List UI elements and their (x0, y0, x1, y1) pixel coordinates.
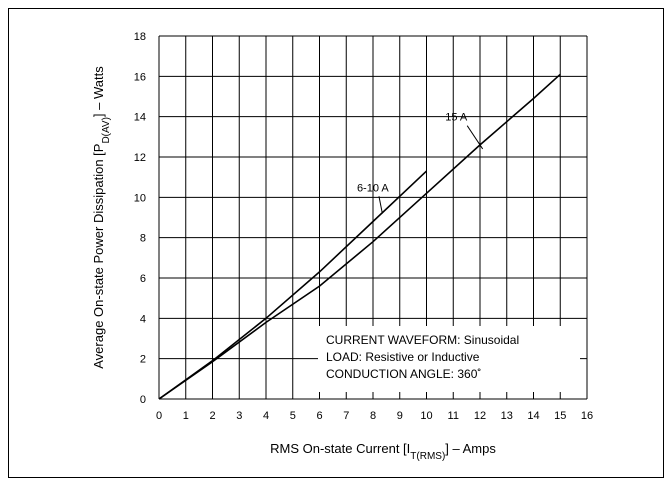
y-tick-labels: 0 2 4 6 8 10 12 14 16 18 (134, 31, 146, 406)
x-tick-label: 9 (397, 410, 403, 422)
series-line (158, 73, 561, 400)
y-tick-label: 18 (134, 31, 146, 43)
y-tick-label: 0 (140, 394, 146, 406)
figure-frame (8, 8, 664, 478)
y-tick-label: 4 (140, 313, 146, 325)
notes-box: CURRENT WAVEFORM: Sinusoidal LOAD: Resist… (318, 326, 580, 392)
series-annotation-label: 6-10 A (357, 182, 389, 194)
y-axis-label: Average On-state Power Dissipation [PD(A… (91, 66, 112, 369)
note-line: LOAD: Resistive or Inductive (326, 350, 480, 364)
x-tick-label: 13 (501, 410, 513, 422)
x-tick-label: 6 (316, 410, 322, 422)
series-annotation-label: 15 A (445, 112, 468, 124)
x-tick-labels: 0 1 2 3 4 5 6 7 8 9 10 11 12 13 14 15 16 (156, 410, 593, 422)
note-line: CURRENT WAVEFORM: Sinusoidal (326, 333, 519, 347)
x-tick-label: 10 (420, 410, 432, 422)
annotations: 6-10 A 15 A (357, 112, 484, 214)
y-tick-label: 6 (140, 273, 146, 285)
x-tick-label: 5 (290, 410, 296, 422)
x-tick-label: 15 (554, 410, 566, 422)
x-tick-label: 0 (156, 410, 162, 422)
x-tick-label: 12 (474, 410, 486, 422)
x-tick-label: 3 (236, 410, 242, 422)
y-tick-label: 10 (134, 192, 146, 204)
x-axis-label: RMS On-state Current [IT(RMS)] – Amps (270, 441, 496, 462)
y-tick-label: 2 (140, 354, 146, 366)
x-tick-label: 2 (209, 410, 215, 422)
x-tick-label: 1 (183, 410, 189, 422)
y-tick-label: 16 (134, 71, 146, 83)
x-tick-label: 8 (370, 410, 376, 422)
y-tick-label: 8 (140, 233, 146, 245)
x-tick-label: 14 (527, 410, 539, 422)
notes-background (318, 326, 580, 392)
annotation-leader-line (378, 196, 383, 214)
x-tick-label: 16 (581, 410, 593, 422)
x-tick-label: 4 (263, 410, 269, 422)
annotation-leader-line (466, 125, 484, 150)
y-tick-label: 12 (134, 152, 146, 164)
x-tick-label: 11 (448, 410, 459, 422)
y-tick-label: 14 (134, 112, 146, 124)
note-line: CONDUCTION ANGLE: 360˚ (326, 367, 481, 381)
x-tick-label: 7 (343, 410, 349, 422)
